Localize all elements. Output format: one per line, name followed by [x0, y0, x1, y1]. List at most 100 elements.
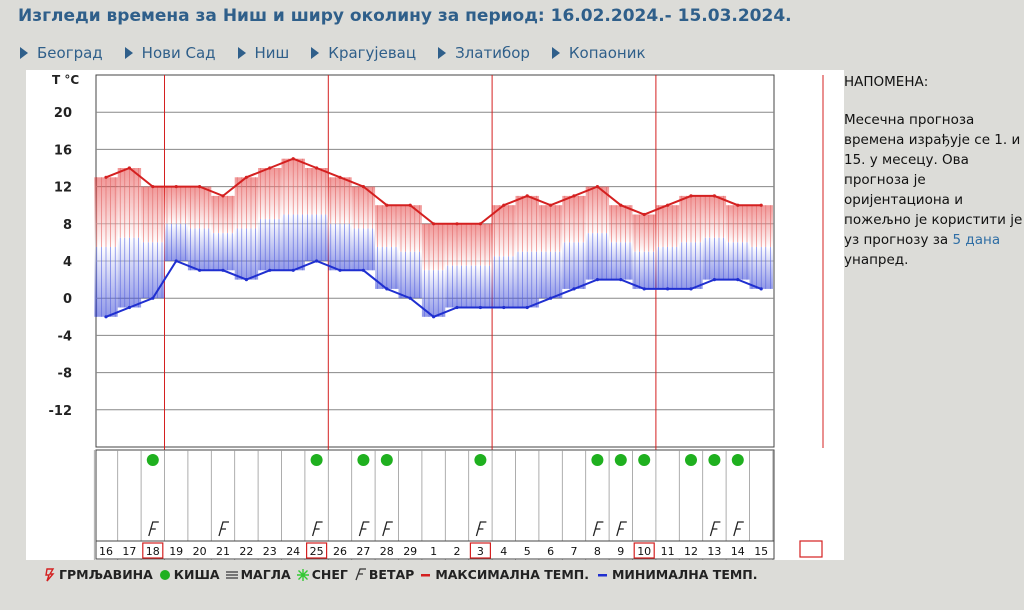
y-tick-label: -12	[49, 404, 73, 419]
weather-strip	[95, 449, 775, 542]
day-tick-label: 23	[263, 545, 277, 558]
max-line-icon	[421, 573, 431, 576]
arrow-icon	[124, 47, 133, 59]
min-temp-point	[572, 287, 576, 291]
nav-label: Крагујевац	[328, 44, 417, 62]
max-temp-point	[361, 185, 365, 189]
max-temp-point	[244, 175, 248, 179]
day-tick-label: 17	[122, 545, 136, 558]
chart-panel: 20 16 12 8 4 0 -4 -8 -12 T °C 16 17 18 19 20 21 22 23 24 25…	[26, 70, 844, 560]
min-temp-point	[689, 287, 693, 291]
day-tick-label: 4	[500, 545, 507, 558]
day-tick-label: 18	[146, 545, 160, 558]
rain-symbol	[638, 454, 651, 466]
max-temp-point	[502, 203, 506, 207]
min-temp-point	[549, 296, 553, 300]
y-tick-label: 8	[63, 218, 72, 233]
min-temp-point	[361, 268, 365, 272]
max-temp-point	[315, 166, 319, 170]
rain-symbol	[380, 454, 393, 466]
min-line-icon	[597, 573, 607, 576]
min-temp-point	[408, 296, 412, 300]
min-temp-point	[712, 278, 717, 282]
max-temp-point	[127, 166, 131, 170]
min-temp-point	[338, 268, 342, 272]
y-axis-label: T °C	[52, 73, 79, 87]
min-temp-point	[455, 305, 459, 310]
max-temp-point	[198, 185, 202, 189]
min-temp-point	[666, 287, 670, 291]
day-tick-label: 26	[333, 545, 347, 558]
wind-icon	[355, 568, 366, 581]
min-temp-point	[104, 315, 108, 319]
legend-wind: ВЕТАР	[354, 567, 414, 582]
nav-item-novi-sad[interactable]: Нови Сад	[124, 44, 216, 62]
rain-icon	[159, 569, 170, 580]
nav-item-beograd[interactable]: Београд	[20, 44, 103, 62]
day-tick-label: 11	[661, 545, 675, 558]
chart-legend: ГРМЉАВИНА КИША МАГЛА СНЕГ ВЕТАР МАКСИМАЛ…	[44, 567, 764, 582]
min-temp-point	[478, 305, 482, 310]
snow-icon	[296, 568, 309, 581]
nav-item-nis[interactable]: Ниш	[237, 44, 290, 62]
arrow-icon	[438, 47, 447, 59]
max-temp-point	[642, 212, 646, 217]
day-tick-label: 8	[594, 545, 601, 558]
day-tick-label: 19	[169, 545, 183, 558]
day-tick-label: 3	[477, 545, 484, 558]
legend-thunder-label: ГРМЉАВИНА	[59, 567, 153, 582]
day-tick-label: 14	[731, 545, 745, 558]
legend-fog: МАГЛА	[225, 567, 291, 582]
legend-max: МАКСИМАЛНА ТЕМП.	[420, 567, 589, 582]
day-tick-label: 24	[286, 545, 300, 558]
nav-item-zlatibor[interactable]: Златибор	[438, 44, 530, 62]
y-tick-label: 16	[54, 143, 72, 158]
day-tick-label: 9	[617, 545, 624, 558]
legend-thunder: ГРМЉАВИНА	[44, 567, 153, 582]
day-tick-label: 16	[99, 545, 113, 558]
min-temp-point	[432, 315, 436, 319]
day-tick-label: 15	[754, 545, 768, 558]
day-tick-label: 27	[356, 545, 370, 558]
legend-rain: КИША	[159, 567, 220, 582]
five-day-link[interactable]: 5 дана	[952, 232, 1001, 248]
min-temp-point	[502, 305, 506, 310]
min-temp-point	[291, 268, 295, 272]
rain-symbol	[708, 454, 721, 466]
rain-symbol	[591, 454, 604, 466]
max-temp-point	[104, 175, 108, 179]
wind-symbol	[218, 521, 229, 537]
wind-symbol	[475, 521, 487, 537]
y-tick-label: 4	[63, 255, 72, 270]
max-temp-point	[759, 203, 763, 207]
nav-item-kopaonik[interactable]: Копаоник	[551, 44, 646, 62]
max-temp-point	[478, 222, 482, 226]
max-temp-point	[338, 175, 342, 179]
y-tick-label: 12	[54, 181, 72, 196]
max-temp-point	[432, 222, 436, 226]
max-temp-point	[549, 203, 553, 207]
min-temp-point	[174, 259, 178, 263]
nav-item-kragujevac[interactable]: Крагујевац	[311, 44, 416, 62]
day-tick-label: 13	[707, 545, 721, 558]
max-temp-point	[525, 194, 529, 198]
highlighted-day-box	[142, 542, 164, 559]
arrow-icon	[551, 47, 560, 59]
min-temp-point	[315, 259, 319, 263]
rain-symbol	[731, 454, 744, 466]
max-temp-point	[221, 194, 225, 198]
day-tick-label: 5	[524, 545, 531, 558]
wind-symbol	[311, 521, 323, 537]
nav-label: Копаоник	[568, 44, 646, 62]
note-text-before: Месечна прогноза времена израђује се 1. …	[844, 112, 1023, 248]
wind-symbol	[709, 521, 721, 537]
min-temp-point	[642, 287, 646, 291]
nav-label: Ниш	[254, 44, 290, 62]
max-temp-point	[291, 157, 295, 161]
max-temp-point	[268, 166, 272, 170]
fog-icon	[225, 570, 238, 579]
day-tick-label: 10	[637, 545, 651, 558]
min-temp-point	[736, 278, 740, 282]
note-text-after: унапред.	[844, 252, 909, 268]
